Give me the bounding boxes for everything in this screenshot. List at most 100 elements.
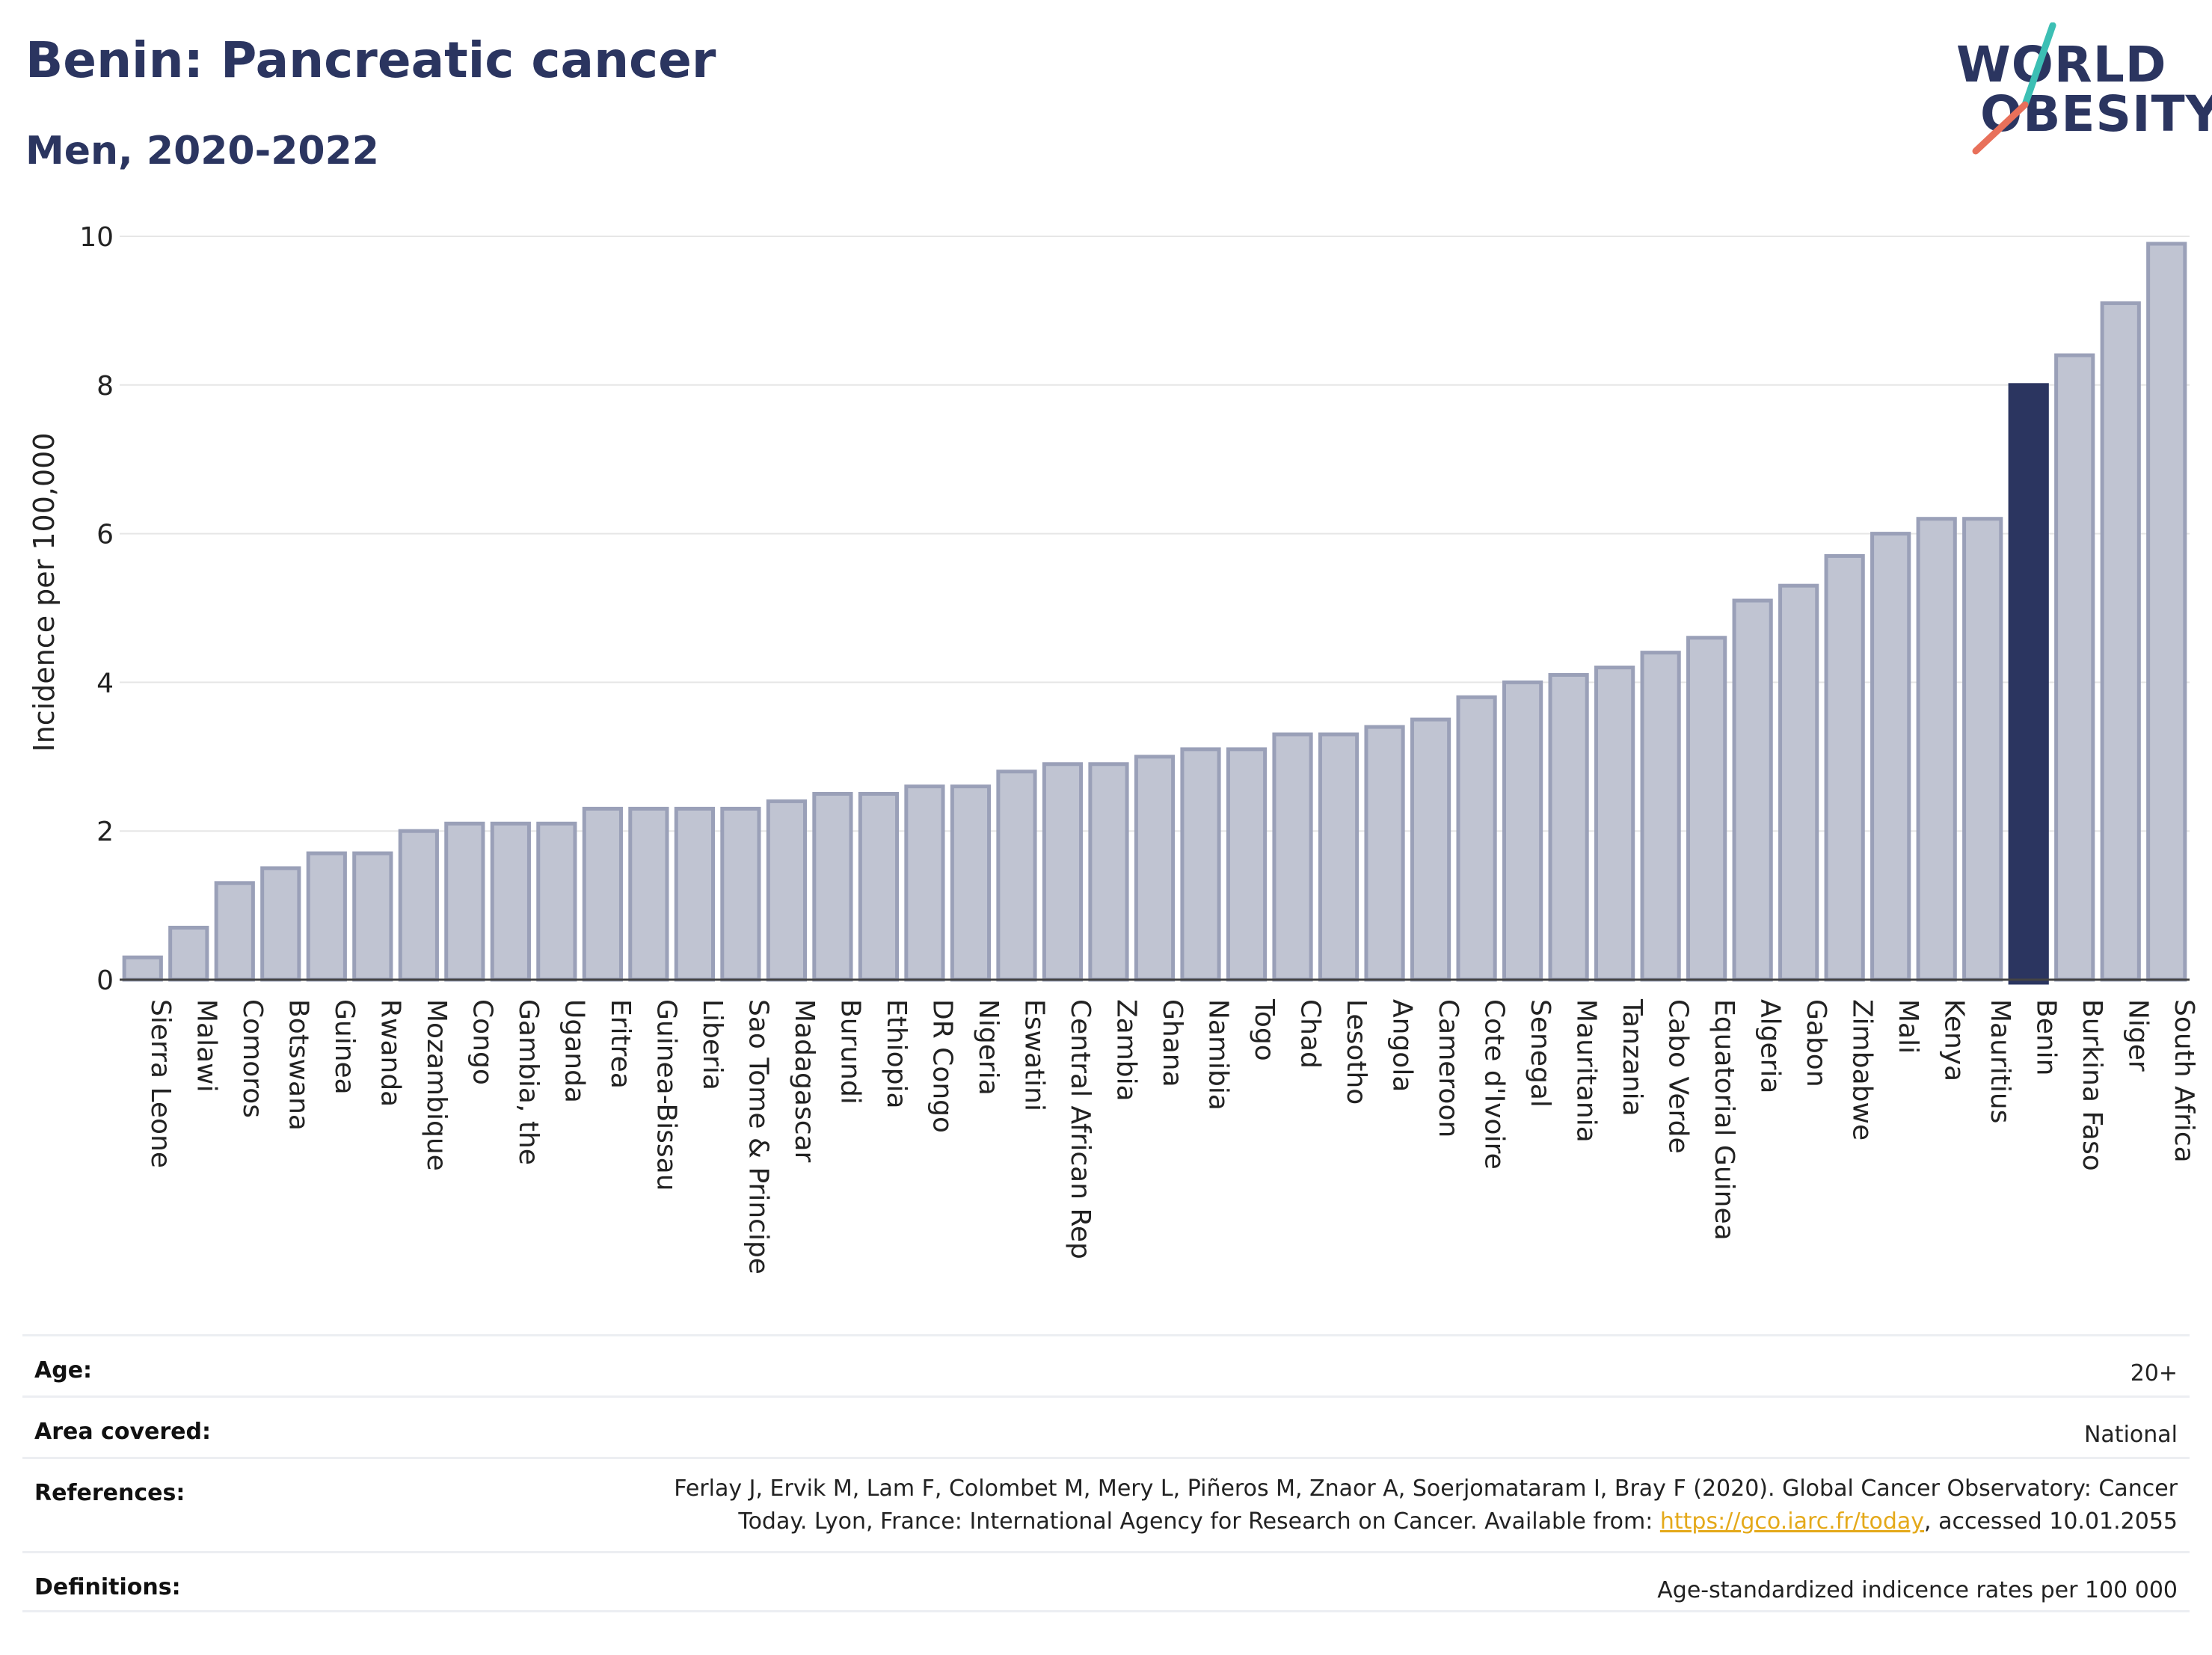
world-obesity-logo: WORLD OBESITY xyxy=(1944,22,2212,165)
x-tick-label: Central African Rep xyxy=(1065,999,1096,1259)
bar-burundi xyxy=(812,792,853,982)
age-value: 20+ xyxy=(2130,1360,2178,1387)
x-tick-label: Uganda xyxy=(559,999,589,1103)
bar-benin xyxy=(2008,383,2049,985)
bar-eswatini xyxy=(996,770,1037,982)
x-tick-label: Burundi xyxy=(835,999,865,1105)
y-tick-label: 0 xyxy=(96,965,114,996)
area-label: Area covered: xyxy=(34,1419,211,1445)
bar-lesotho xyxy=(1318,732,1360,982)
references-link[interactable]: https://gco.iarc.fr/today xyxy=(1659,1508,1925,1535)
bar-gambia-the xyxy=(490,821,531,982)
bar-burkina-faso xyxy=(2054,353,2095,982)
x-tick-label: Eswatini xyxy=(1019,999,1049,1111)
x-tick-label: Algeria xyxy=(1755,999,1786,1094)
x-tick-label: Equatorial Guinea xyxy=(1709,999,1739,1241)
x-tick-label: Angola xyxy=(1387,999,1418,1092)
bar-eritrea xyxy=(582,806,623,982)
x-tick-label: Guinea-Bissau xyxy=(651,999,681,1191)
x-tick-label: Lesotho xyxy=(1341,999,1371,1105)
x-tick-label: DR Congo xyxy=(927,999,957,1133)
y-tick-label: 2 xyxy=(96,817,114,847)
bar-nigeria xyxy=(950,784,992,982)
x-tick-label: South Africa xyxy=(2169,999,2199,1163)
x-tick-label: Niger xyxy=(2123,999,2154,1072)
x-tick-label: Sao Tome & Principe xyxy=(743,999,773,1274)
bar-madagascar xyxy=(766,799,808,982)
definitions-value: Age-standardized indicence rates per 100… xyxy=(1657,1577,2178,1603)
x-tick-label: Senegal xyxy=(1525,999,1555,1108)
bar-central-african-rep xyxy=(1042,762,1084,982)
logo-line1: WORLD xyxy=(1956,36,2167,93)
x-tick-label: Nigeria xyxy=(973,999,1004,1096)
bar-equatorial-guinea xyxy=(1686,636,1727,982)
page-subtitle: Men, 2020-2022 xyxy=(25,129,379,174)
bar-dr-congo xyxy=(904,784,945,982)
x-tick-label: Ghana xyxy=(1157,999,1188,1087)
references-label: References: xyxy=(34,1480,185,1506)
meta-row-age: Age: 20+ xyxy=(22,1334,2190,1395)
references-value: Ferlay J, Ervik M, Lam F, Colombet M, Me… xyxy=(674,1473,2178,1538)
bar-zambia xyxy=(1088,762,1129,982)
bar-mauritania xyxy=(1548,672,1589,982)
bar-chart: 0 2 4 6 8 10 Sierra Leone Malawi Comoros Botswan… xyxy=(28,222,2199,1274)
references-line1: Ferlay J, Ervik M, Lam F, Colombet M, Me… xyxy=(674,1476,2178,1502)
x-tick-label: Burkina Faso xyxy=(2077,999,2107,1171)
x-tick-label: Botswana xyxy=(283,999,313,1131)
bar-togo xyxy=(1226,747,1268,982)
bar-gabon xyxy=(1778,583,1819,982)
bar-congo xyxy=(444,821,485,982)
x-tick-label: Kenya xyxy=(1939,999,1970,1081)
bar-mali xyxy=(1870,532,1911,982)
area-value: National xyxy=(2083,1422,2178,1448)
bar-botswana xyxy=(260,866,301,982)
x-tick-label: Ethiopia xyxy=(881,999,912,1109)
bar-namibia xyxy=(1180,747,1221,982)
bar-sao-tome-principe xyxy=(720,806,761,982)
bar-senegal xyxy=(1502,680,1543,982)
bar-uganda xyxy=(536,821,577,982)
x-tick-label: Comoros xyxy=(237,999,268,1118)
x-tick-label: Togo xyxy=(1249,998,1279,1061)
bar-comoros xyxy=(214,881,255,982)
bar-tanzania xyxy=(1594,666,1635,982)
references-line2-pre: Today. Lyon, France: International Agenc… xyxy=(738,1508,1660,1535)
meta-row-references: References: Ferlay J, Ervik M, Lam F, Co… xyxy=(22,1457,2190,1551)
y-tick-label: 4 xyxy=(96,668,114,698)
bar-guinea xyxy=(306,851,347,982)
references-line2-post: , accessed 10.01.2055 xyxy=(1924,1508,2178,1535)
x-tick-label: Malawi xyxy=(191,999,221,1093)
bar-rwanda xyxy=(352,851,393,982)
x-tick-label: Tanzania xyxy=(1617,998,1647,1117)
bar-chad xyxy=(1272,732,1313,982)
x-tick-label: Eritrea xyxy=(605,999,636,1089)
metadata-table: Age: 20+ Area covered: National Referenc… xyxy=(22,1334,2190,1612)
x-tick-label: Liberia xyxy=(697,999,728,1090)
age-label: Age: xyxy=(34,1357,93,1384)
bar-malawi xyxy=(168,925,209,982)
bar-guinea-bissau xyxy=(628,806,669,982)
y-tick-label: 6 xyxy=(96,520,114,550)
x-tick-label: Zambia xyxy=(1110,999,1141,1102)
x-tick-label: Mauritius xyxy=(1985,999,2015,1123)
y-tick-label: 8 xyxy=(96,371,114,402)
bar-zimbabwe xyxy=(1824,553,1865,982)
bar-cote-d-ivoire xyxy=(1456,695,1497,982)
x-tick-label: Mozambique xyxy=(421,999,452,1171)
x-tick-label: Zimbabwe xyxy=(1847,999,1878,1140)
x-tick-label: Mali xyxy=(1893,999,1923,1054)
bar-cabo-verde xyxy=(1640,651,1681,982)
x-tick-label: Cabo Verde xyxy=(1663,999,1694,1154)
bar-angola xyxy=(1364,725,1405,982)
meta-row-area: Area covered: National xyxy=(22,1395,2190,1457)
references-line2: Today. Lyon, France: International Agenc… xyxy=(674,1505,2178,1538)
x-tick-label: Cote d'Ivoire xyxy=(1479,999,1510,1170)
y-axis-label: Incidence per 100,000 xyxy=(28,432,61,752)
page-title: Benin: Pancreatic cancer xyxy=(25,31,716,89)
y-tick-label: 10 xyxy=(79,222,114,253)
definitions-label: Definitions: xyxy=(34,1574,181,1600)
bar-mozambique xyxy=(398,829,439,982)
bar-sierra-leone xyxy=(122,955,163,982)
bar-kenya xyxy=(1916,517,1957,982)
x-tick-label: Mauritania xyxy=(1571,999,1602,1143)
